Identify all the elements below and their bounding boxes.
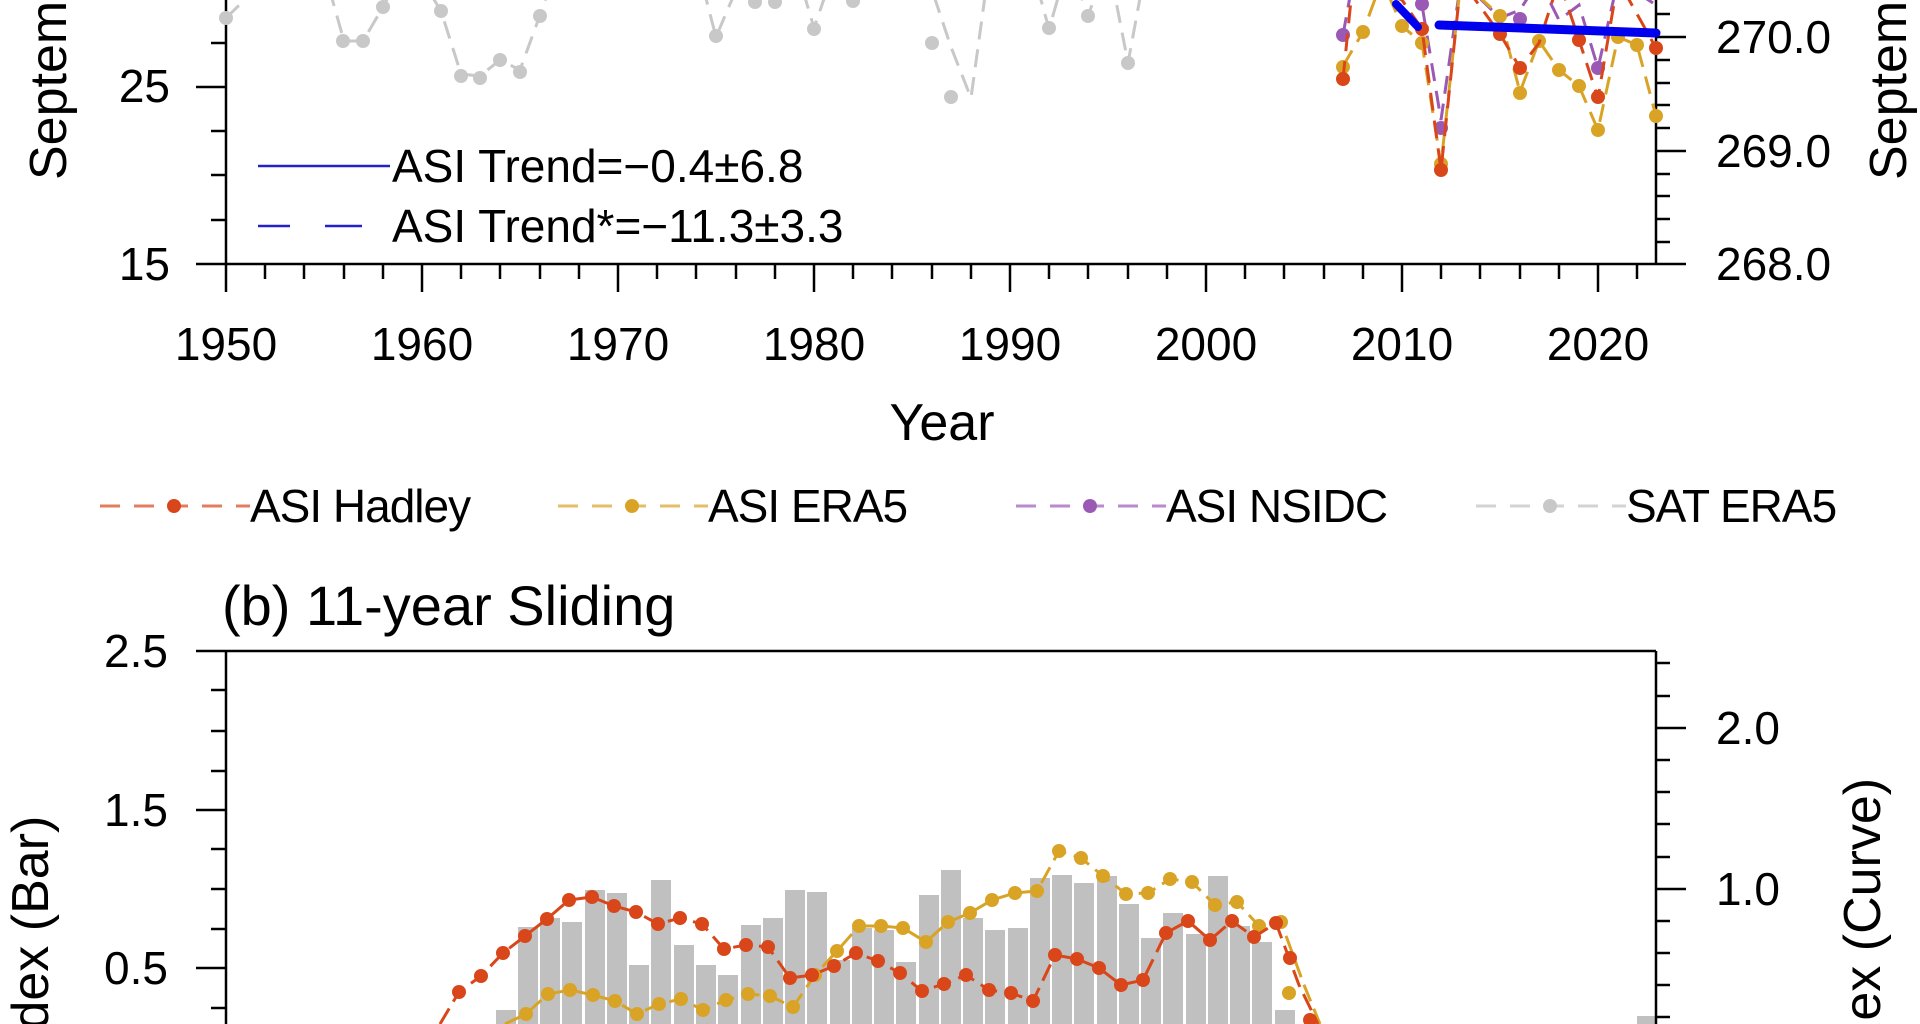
y-right-tick-270: 270.0	[1716, 11, 1831, 63]
asi-trend-lines	[1392, 0, 1661, 38]
x-tick-2010: 2010	[1351, 318, 1453, 370]
b-y-right-tick-2.0: 2.0	[1716, 702, 1780, 754]
x-axis-label: Year	[889, 394, 994, 452]
asi-nsidc-swatch-icon	[1016, 499, 1166, 513]
b-y-tick-1.5: 1.5	[104, 784, 168, 836]
panel-a: ASI Trend=−0.4±6.8 ASI Trend*=−11.3±3.3 …	[20, 0, 1918, 452]
y-right-tick-268: 268.0	[1716, 238, 1831, 290]
trend-label-1: ASI Trend=−0.4±6.8	[392, 140, 803, 192]
b-y-tick-0.5: 0.5	[104, 942, 168, 994]
x-tick-1960: 1960	[371, 318, 473, 370]
x-tick-1970: 1970	[567, 318, 669, 370]
panel-a-left-ticks	[196, 41, 226, 222]
b-y-tick-2.5: 2.5	[104, 625, 168, 677]
panel-a-right-ticks	[1656, 12, 1686, 244]
panel-b-axes	[196, 649, 1658, 1024]
panel-b-title: (b) 11-year Sliding	[222, 574, 675, 637]
x-tick-1990: 1990	[959, 318, 1061, 370]
legend-item-asi-era5: ASI ERA5	[558, 478, 908, 534]
asi-hadley-swatch-icon	[100, 499, 250, 513]
x-tick-1980: 1980	[763, 318, 865, 370]
series-legend: ASI Hadley ASI ERA5 ASI NSIDC SAT ERA5	[0, 478, 1920, 534]
asi-era5-swatch-icon	[558, 499, 708, 513]
x-tick-labels: 1950 1960 1970 1980 1990 2000 2010 2020	[175, 318, 1649, 370]
x-tick-2020: 2020	[1547, 318, 1649, 370]
panel-b-right-ticks	[1656, 661, 1686, 1019]
legend-label: ASI NSIDC	[1166, 480, 1388, 532]
series-sat-era5	[219, 0, 1142, 104]
trend-label-2: ASI Trend*=−11.3±3.3	[392, 200, 844, 252]
b-y-right-tick-1.0: 1.0	[1716, 863, 1780, 915]
legend-item-asi-nsidc: ASI NSIDC	[1016, 478, 1388, 534]
x-tick-2000: 2000	[1155, 318, 1257, 370]
legend-label: ASI ERA5	[708, 480, 908, 532]
series-b-asi-hadley	[438, 890, 1320, 1024]
legend-label: SAT ERA5	[1626, 480, 1837, 532]
legend-label: ASI Hadley	[250, 480, 471, 532]
b-y-axis-label-right: index (Curve)	[1834, 778, 1892, 1024]
panel-b-left-ticks	[196, 688, 226, 1010]
y-axis-label-right: Septem	[1860, 1, 1918, 180]
sat-era5-swatch-icon	[1476, 499, 1626, 513]
y-tick-25: 25	[119, 60, 170, 112]
panel-b: (b) 11-year Sliding	[2, 574, 1892, 1024]
legend-item-asi-hadley: ASI Hadley	[100, 478, 471, 534]
panel-a-x-ticks	[224, 264, 1639, 292]
y-axis-label-left: Septem	[20, 1, 78, 180]
y-right-tick-269: 269.0	[1716, 125, 1831, 177]
y-tick-15: 15	[119, 238, 170, 290]
legend-item-sat-era5: SAT ERA5	[1476, 478, 1837, 534]
b-y-axis-label-left: index (Bar)	[2, 816, 60, 1024]
x-tick-1950: 1950	[175, 318, 277, 370]
trend-legend: ASI Trend=−0.4±6.8 ASI Trend*=−11.3±3.3	[258, 140, 844, 252]
